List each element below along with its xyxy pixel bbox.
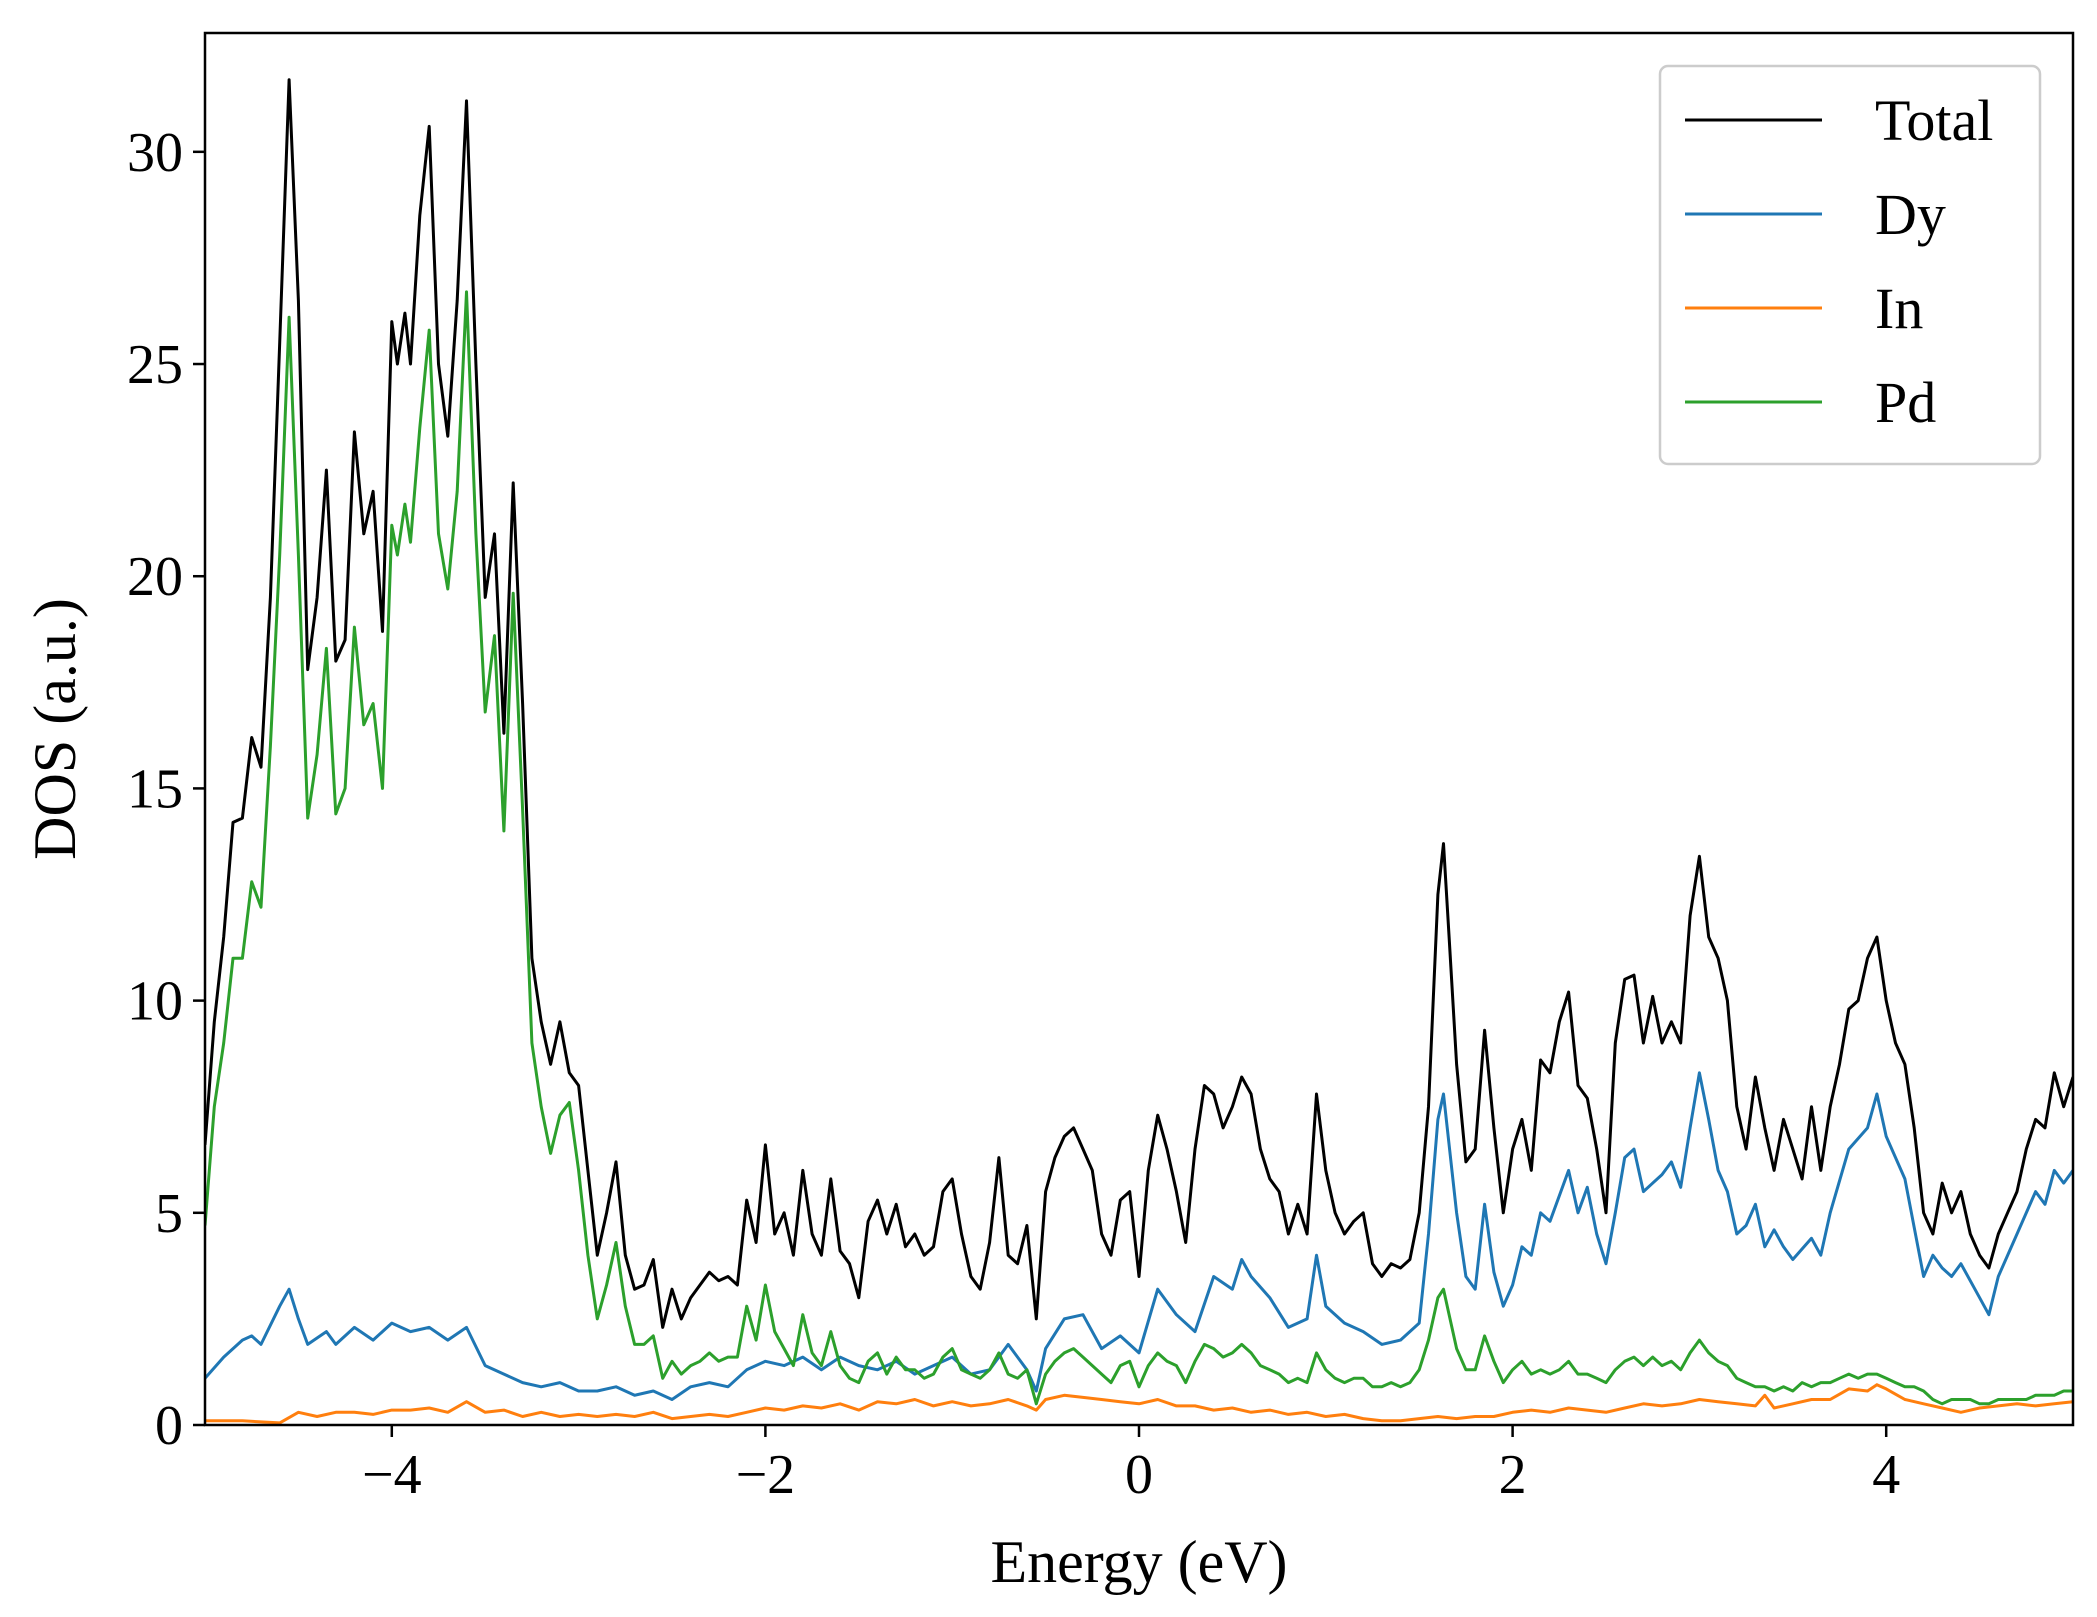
legend-label-dy: Dy [1875,182,1946,247]
y-tick-label: 20 [127,546,183,608]
series-line-pd [205,290,2073,1406]
series-layer [205,78,2073,1425]
legend: Total Dy In Pd [1658,64,2042,466]
x-tick-label: 0 [1125,1444,1153,1506]
legend-label-pd: Pd [1875,370,1936,435]
y-tick-label: 25 [127,334,183,396]
legend-label-in: In [1875,276,1923,341]
ticks-layer: −4 −2 0 2 4 0 5 10 15 20 25 30 [127,122,1900,1506]
y-tick-label: 15 [127,758,183,820]
legend-items: Total Dy In Pd [1685,88,1993,435]
x-tick-label: 2 [1499,1444,1527,1506]
y-tick-label: 30 [127,122,183,184]
x-axis-label: Energy (eV) [990,1529,1287,1595]
series-line-total [205,78,2073,1329]
x-tick-label: −2 [736,1444,796,1506]
y-tick-label: 0 [155,1395,183,1457]
series-line-in [205,1383,2073,1425]
legend-label-total: Total [1875,88,1993,153]
x-tick-label: −4 [362,1444,422,1506]
y-tick-label: 10 [127,971,183,1033]
series-line-dy [205,1071,2073,1401]
y-tick-label: 5 [155,1183,183,1245]
x-tick-label: 4 [1872,1444,1900,1506]
legend-box [1658,64,2042,466]
y-axis-label: DOS (a.u.) [22,598,88,860]
